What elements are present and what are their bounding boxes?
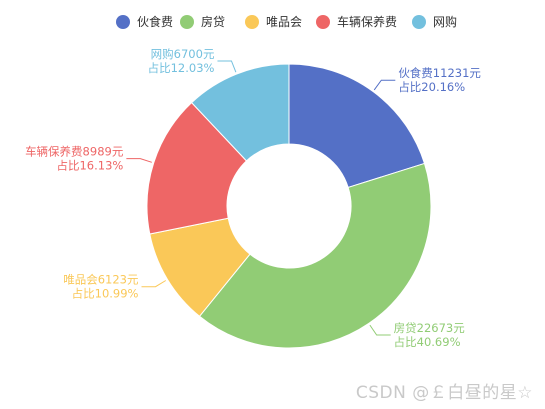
- legend-label-5: 网购: [433, 14, 457, 29]
- leader-line-4: [126, 158, 152, 163]
- legend-item-1[interactable]: 伙食费: [116, 14, 173, 29]
- leader-line-1: [373, 79, 396, 91]
- pie-slice-4[interactable]: [146, 101, 248, 235]
- legend-item-3[interactable]: 唯品会: [245, 15, 302, 29]
- slice-label-percent-5: 占比12.03%: [148, 61, 215, 75]
- chart-legend[interactable]: 伙食费 房贷 唯品会 车辆保养费 网购: [116, 14, 457, 29]
- slice-label-value-1: 伙食费11231元: [398, 66, 481, 80]
- pie-slice-5[interactable]: [190, 63, 290, 162]
- pie-slice-1[interactable]: [288, 63, 426, 189]
- slice-label-value-3: 唯品会6123元: [63, 273, 139, 287]
- leader-line-3: [141, 280, 167, 288]
- slice-label-value-5: 网购6700元: [151, 47, 215, 61]
- leader-line-2: [369, 324, 391, 336]
- legend-marker-1: [116, 15, 130, 29]
- legend-item-5[interactable]: 网购: [412, 14, 457, 29]
- legend-label-1: 伙食费: [137, 14, 173, 29]
- legend-item-4[interactable]: 车辆保养费: [316, 14, 397, 29]
- slice-label-percent-1: 占比20.16%: [398, 80, 465, 94]
- slice-label-percent-2: 占比40.69%: [394, 335, 461, 349]
- slice-label-value-4: 车辆保养费8989元: [25, 145, 124, 159]
- watermark: CSDN @￡白昼的星☆: [355, 383, 533, 403]
- legend-label-3: 唯品会: [266, 15, 302, 29]
- legend-label-2: 房贷: [201, 14, 225, 29]
- legend-marker-3: [245, 15, 259, 29]
- slice-label-percent-3: 占比10.99%: [72, 287, 139, 301]
- donut-slices[interactable]: [146, 63, 432, 349]
- pie-slice-2[interactable]: [198, 162, 432, 349]
- leader-line-5: [217, 60, 237, 73]
- legend-marker-2: [180, 15, 194, 29]
- legend-label-4: 车辆保养费: [337, 14, 397, 29]
- slice-label-value-2: 房贷22673元: [394, 321, 466, 335]
- slice-label-percent-4: 占比16.13%: [56, 159, 123, 173]
- legend-item-2[interactable]: 房贷: [180, 14, 225, 29]
- legend-marker-4: [316, 15, 330, 29]
- legend-marker-5: [412, 15, 426, 29]
